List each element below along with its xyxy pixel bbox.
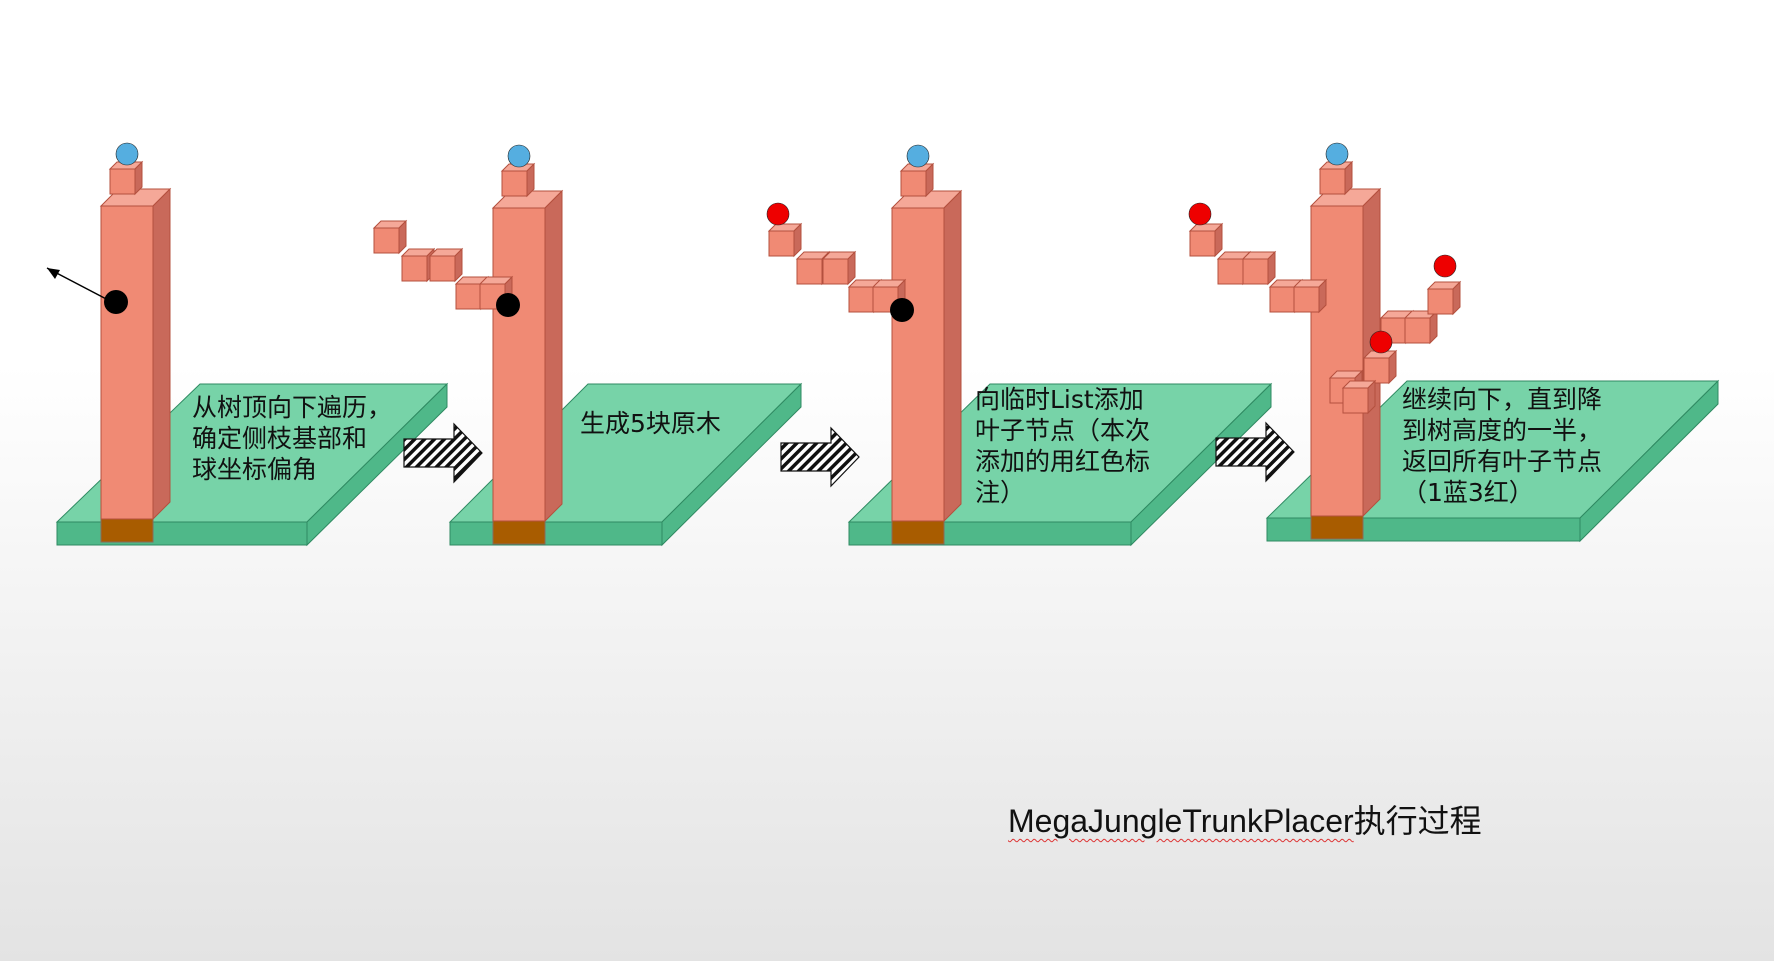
step-arrow (1215, 421, 1295, 483)
step-3-description: 向临时List添加 叶子节点（本次 添加的用红色标 注） (975, 385, 1151, 507)
step-arrow (780, 426, 860, 488)
trunk-root (100, 518, 154, 543)
trunk-root (492, 520, 546, 545)
log-block (1426, 280, 1462, 316)
leaf-red (1433, 254, 1457, 278)
leaf-red (766, 202, 790, 226)
trunk (99, 187, 172, 521)
step-arrow (403, 422, 483, 484)
log-block (428, 247, 464, 283)
leaf-blue (115, 142, 139, 166)
step-panel-2 (372, 144, 803, 547)
caption-class-name: MegaJungleTrunkPlacer (1008, 803, 1354, 839)
trunk (491, 189, 564, 523)
trunk-root (1310, 515, 1364, 540)
platform-front (848, 521, 1132, 546)
log-block (1318, 160, 1354, 196)
log-block (1362, 349, 1398, 385)
direction-arrowhead (47, 268, 60, 279)
log-block (108, 160, 144, 196)
step-1-description: 从树顶向下遍历， 确定侧枝基部和 球坐标偏角 (192, 393, 393, 484)
log-block (1403, 309, 1439, 345)
log-block (821, 250, 857, 286)
caption-suffix: 执行过程 (1353, 803, 1482, 839)
step-panel-4 (1188, 142, 1720, 543)
log-block (1341, 379, 1377, 415)
platform-front (56, 521, 308, 546)
leaf-red (1369, 330, 1393, 354)
log-block (1241, 250, 1277, 286)
leaf-blue (906, 144, 930, 168)
log-block (372, 219, 408, 255)
branch-base-marker (496, 293, 520, 317)
log-block (767, 222, 803, 258)
trunk (890, 189, 963, 523)
leaf-red (1188, 202, 1212, 226)
step-2-description: 生成5块原木 (580, 409, 721, 438)
log-block (500, 162, 536, 198)
platform-front (449, 521, 663, 546)
log-block (1188, 222, 1224, 258)
trunk-root (891, 520, 945, 545)
log-block (400, 247, 436, 283)
leaf-blue (507, 144, 531, 168)
leaf-blue (1325, 142, 1349, 166)
step-panel-1 (46, 142, 449, 547)
step-panel-3 (766, 144, 1273, 547)
diagram-caption: MegaJungleTrunkPlacer执行过程 (1008, 796, 1482, 842)
log-block (899, 162, 935, 198)
log-block (1292, 278, 1328, 314)
step-4-description: 继续向下，直到降 到树高度的一半， 返回所有叶子节点 （1蓝3红） (1402, 385, 1603, 507)
branch-base-marker (104, 290, 128, 314)
branch-base-marker (890, 298, 914, 322)
